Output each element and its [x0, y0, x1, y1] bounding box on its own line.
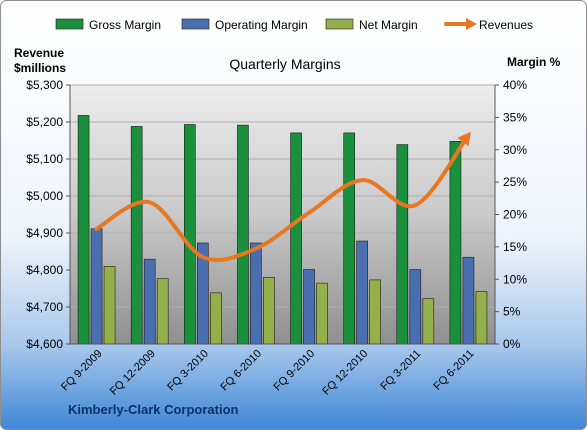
net-margin-bar [263, 277, 275, 345]
right-axis-tick-label: 15% [503, 240, 527, 254]
operating-margin-bar [250, 242, 262, 345]
revenues-arrowhead [457, 131, 471, 147]
net-margin-bar [422, 298, 435, 345]
company-name: Kimberly-Clark Corporation [68, 402, 239, 417]
gross-margin-bar [396, 144, 409, 345]
gross-margin-bar [130, 126, 143, 345]
right-axis-tick-label: 25% [503, 175, 527, 189]
left-axis-tick-label: $4,800 [26, 263, 63, 277]
right-axis-tick-label: 5% [503, 305, 521, 319]
operating-margin-legend-swatch [181, 18, 210, 30]
right-axis-tick-label: 35% [503, 110, 527, 124]
net-margin-bar [369, 279, 381, 345]
net-margin-bar [475, 291, 488, 345]
revenues-line [94, 132, 471, 263]
chart-title: Quarterly Margins [229, 56, 340, 72]
revenues-legend-arrow [466, 18, 477, 30]
gross-margin-bar [343, 132, 355, 345]
operating-margin-bar [303, 269, 315, 345]
left-axis-tick-label: $4,900 [26, 226, 63, 240]
gross-margin-bar [290, 132, 302, 345]
gross-margin-bar [449, 141, 462, 345]
left-axis-label-line2: $millions [14, 61, 66, 75]
gross-margin-bar [237, 124, 249, 345]
left-axis-label-line1: Revenue [14, 46, 64, 60]
revenues-legend-label: Revenues [479, 18, 533, 32]
left-axis-tick-label: $5,300 [26, 78, 63, 92]
operating-margin-legend-label: Operating Margin [215, 18, 308, 32]
left-axis-tick-label: $5,200 [26, 115, 63, 129]
left-axis-tick-label: $4,600 [26, 337, 63, 351]
operating-margin-bar [90, 228, 103, 345]
net-margin-bar [156, 278, 169, 345]
gross-margin-legend-swatch [55, 18, 84, 30]
left-axis-tick-label: $5,100 [26, 152, 63, 166]
gross-margin-bar [77, 115, 90, 345]
operating-margin-bar [409, 269, 422, 345]
right-axis-tick-label: 40% [503, 78, 527, 92]
left-axis-tick-label: $4,700 [26, 300, 63, 314]
right-axis-tick-label: 10% [503, 272, 527, 286]
gross-margin-bar [184, 124, 196, 345]
right-axis-tick-label: 30% [503, 143, 527, 157]
operating-margin-bar [356, 240, 368, 345]
left-axis-tick-label: $5,000 [26, 189, 63, 203]
net-margin-legend-swatch [325, 18, 354, 30]
right-axis-tick-label: 20% [503, 208, 527, 222]
gross-margin-legend-label: Gross Margin [89, 18, 161, 32]
net-margin-bar [316, 282, 328, 345]
operating-margin-bar [143, 258, 156, 345]
net-margin-bar [103, 265, 116, 345]
right-axis-label: Margin % [507, 55, 561, 69]
right-axis-tick-label: 0% [503, 337, 521, 351]
net-margin-bar [210, 292, 222, 345]
net-margin-legend-label: Net Margin [359, 18, 418, 32]
operating-margin-bar [462, 256, 475, 345]
